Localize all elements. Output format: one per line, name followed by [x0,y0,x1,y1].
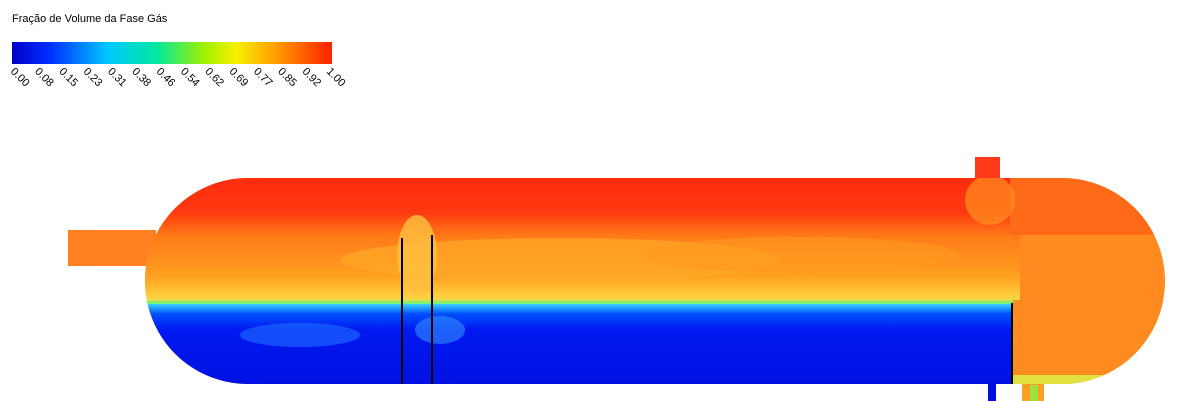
mix-zone [640,237,960,273]
colorbar-tick-label: 1.00 [324,66,348,90]
colorbar-tick-label: 0.31 [105,66,129,90]
oil-bottom [1013,375,1163,384]
outlet-plume [965,178,1015,225]
colorbar-tick-label: 0.69 [227,66,251,90]
baffle-jet [397,215,437,295]
colorbar-tick-label: 0.62 [202,66,226,90]
colorbar-tick-label: 0.92 [300,66,324,90]
oil-outlet-core [1030,385,1038,401]
colorbar-tick-label: 0.85 [275,66,299,90]
water-outlet [988,380,996,401]
colorbar-ticks: 0.00 0.08 0.15 0.23 0.31 0.38 0.46 0.54 0.62 0.69… [8,66,348,90]
colorbar-tick-label: 0.08 [32,66,56,90]
legend-title: Fração de Volume da Fase Gás [12,13,168,25]
colorbar-tick-label: 0.15 [56,66,80,90]
colorbar-tick-label: 0.77 [251,66,275,90]
oil-chamber [1013,300,1163,384]
colorbar-tick-label: 0.38 [129,66,153,90]
interface [145,301,1013,304]
water-region [145,303,1013,384]
gas-outlet [975,157,1000,181]
vessel-contour [145,178,1165,384]
colorbar-tick-label: 0.54 [178,66,202,90]
water-mix [415,316,465,344]
gas-region-right [1010,178,1165,235]
colorbar [12,42,332,64]
colorbar-tick-label: 0.00 [8,66,32,90]
water-mix [240,323,360,347]
colorbar-tick-label: 0.46 [154,66,178,90]
inlet [68,230,156,266]
colorbar-tick-label: 0.23 [81,66,105,90]
